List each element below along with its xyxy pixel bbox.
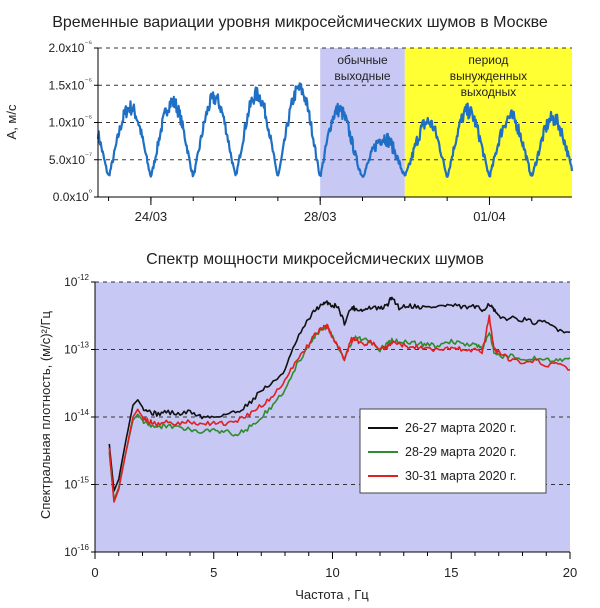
x-tick-label-1: 5 (210, 565, 217, 580)
y-tick-label-4: 2.0x10⁻⁶ (48, 39, 92, 55)
y-tick-label-3-exp: -15 (77, 476, 89, 485)
y-tick-label-3-base: 10 (64, 478, 78, 492)
x-tick-label-4: 20 (563, 565, 577, 580)
y-tick-label-3-base: 1.5x10 (48, 78, 84, 92)
legend-label-0: 26-27 марта 2020 г. (405, 421, 516, 435)
power-spectrum-chart: Спектр мощности микросейсмических шумов … (38, 251, 577, 602)
y-tick-label-3: 10-15 (64, 476, 89, 492)
y-tick-label-4-base: 10 (64, 545, 78, 559)
top-chart-title: Временные вариации уровня микросейсмичес… (52, 14, 548, 31)
y-tick-label-3: 1.5x10⁻⁶ (48, 76, 92, 92)
time-variation-chart: Временные вариации уровня микросейсмичес… (4, 14, 574, 224)
shaded-region-0-label: обычные (337, 53, 388, 67)
y-tick-label-0-base: 0.0x10 (53, 190, 89, 204)
series-line-amplitude (96, 82, 574, 178)
y-tick-label-1-base: 5.0x10 (49, 153, 85, 167)
y-tick-label-0-exp: -12 (77, 273, 89, 282)
y-tick-label-2: 10-14 (64, 408, 89, 424)
shaded-region-1-label: вынужденных (450, 69, 527, 83)
series-line-0 (108, 296, 571, 492)
y-tick-label-2: 1.0x10⁻⁶ (48, 114, 92, 130)
x-tick-label-2: 10 (325, 565, 339, 580)
legend-label-1: 28-29 марта 2020 г. (405, 445, 516, 459)
x-tick-label-0: 24/03 (135, 209, 168, 224)
y-tick-label-1-exp: ⁻⁷ (85, 151, 92, 160)
shaded-region-1-label: период (468, 53, 508, 67)
x-tick-label-1: 28/03 (304, 209, 337, 224)
x-tick-label-0: 0 (91, 565, 98, 580)
legend-label-2: 30-31 марта 2020 г. (405, 469, 516, 483)
y-tick-label-1: 10-13 (64, 341, 89, 357)
series-line-2 (108, 314, 571, 503)
y-tick-label-3-exp: ⁻⁶ (84, 76, 92, 85)
y-tick-label-2-exp: -14 (77, 408, 89, 417)
y-tick-label-1-exp: -13 (77, 341, 89, 350)
y-tick-label-0-exp: ⁰ (89, 188, 92, 197)
bottom-chart-xlabel: Частота , Гц (295, 587, 369, 602)
y-tick-label-2-base: 1.0x10 (48, 116, 84, 130)
x-tick-label-3: 15 (444, 565, 458, 580)
y-tick-label-4: 10-16 (64, 543, 89, 559)
x-tick-label-2: 01/04 (473, 209, 506, 224)
y-tick-label-0-base: 10 (64, 275, 78, 289)
top-chart-ylabel: A, м/с (4, 104, 19, 139)
y-tick-label-4-exp: ⁻⁶ (84, 39, 92, 48)
y-tick-label-0: 0.0x10⁰ (53, 188, 92, 204)
y-tick-label-4-base: 2.0x10 (48, 41, 84, 55)
shaded-region-0-label: выходные (334, 69, 391, 83)
y-tick-label-2-exp: ⁻⁶ (84, 114, 92, 123)
bottom-chart-ylabel: Спектральная плотность, (м/с)²/Гц (38, 310, 53, 519)
legend: 26-27 марта 2020 г. 28-29 марта 2020 г. 30… (359, 408, 547, 494)
y-tick-label-1: 5.0x10⁻⁷ (49, 151, 92, 167)
y-tick-label-4-exp: -16 (77, 543, 89, 552)
shaded-region-1-label: выходных (461, 85, 517, 99)
y-tick-label-2-base: 10 (64, 410, 78, 424)
y-tick-label-0: 10-12 (64, 273, 89, 289)
bottom-chart-title: Спектр мощности микросейсмических шумов (146, 251, 484, 268)
y-tick-label-1-base: 10 (64, 343, 78, 357)
